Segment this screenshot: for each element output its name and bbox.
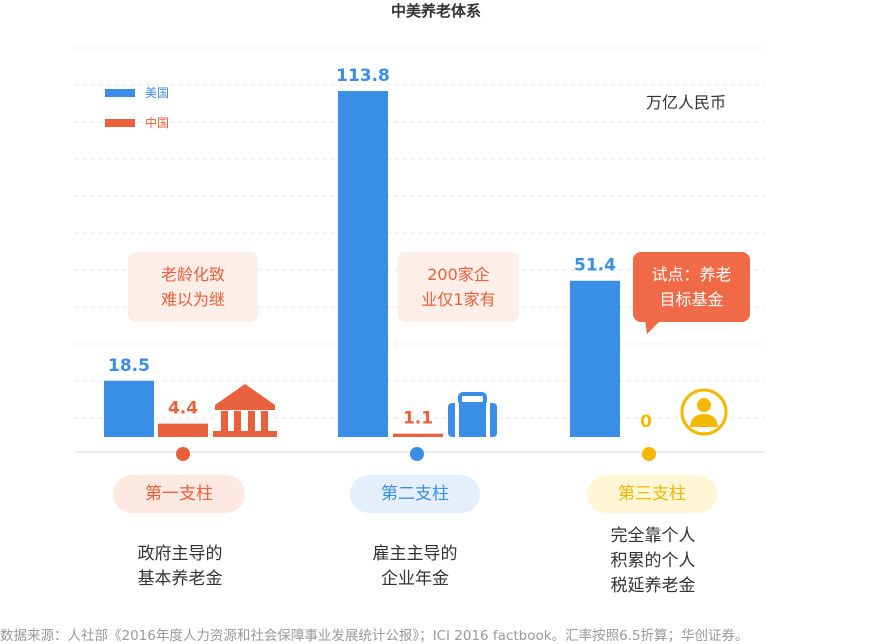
bank-icon-column [248,411,255,431]
chart-title: 中美养老体系 [390,2,481,20]
bank-icon-column [261,411,268,431]
value-label-cn-3: 0 [640,412,652,432]
legend-swatch-cn [105,118,135,127]
callout-pillar3-line2: 目标基金 [659,290,724,309]
pillar-marker-3 [642,447,656,461]
pillar-desc-2: 雇主主导的 企业年金 [335,542,495,592]
callout-pillar3: 试点：养老 目标基金 [633,252,750,322]
value-label-cn-1: 4.4 [168,399,198,419]
legend-label-us: 美国 [145,86,170,100]
pillar-desc-3-line1: 完全靠个人 [610,526,696,546]
briefcase-icon-body [448,403,497,437]
pillar-label-1: 第一支柱 [113,475,245,513]
source-note: 数据来源：人社部《2016年度人力资源和社会保障事业发展统计公报》；ICI 20… [0,628,749,644]
callout-pillar1-line1: 老龄化致 [160,265,225,284]
legend-label-cn: 中国 [145,116,170,130]
legend-item-cn: 中国 [105,114,169,131]
pillar-desc-1: 政府主导的 基本养老金 [100,542,260,592]
unit-label: 万亿人民币 [646,93,727,112]
briefcase-icon-strap [486,403,490,437]
pillar-desc-1-line2: 基本养老金 [137,569,223,589]
pillar-desc-2-line2: 企业年金 [381,569,449,589]
pillar-desc-3: 完全靠个人 积累的个人 税延养老金 [573,524,733,599]
pillar-marker-1 [176,447,190,461]
pillar-desc-2-line1: 雇主主导的 [372,544,458,564]
bar-us-1 [104,380,154,437]
legend-swatch-us [105,88,135,97]
legend-item-us: 美国 [105,84,169,101]
bank-icon-base [213,431,277,437]
pillar-label-3: 第三支柱 [587,475,717,513]
bar-us-2 [338,91,388,437]
callout-pillar2-line2: 业仅1家有 [421,290,496,309]
pillar-desc-3-line2: 积累的个人 [610,551,696,571]
bank-icon-column [221,411,228,431]
value-label-us-1: 18.5 [108,356,150,376]
pillar-desc-3-line3: 税延养老金 [610,576,696,596]
callout-pillar3-line1: 试点：养老 [651,265,732,284]
pillar-label-2: 第二支柱 [350,475,480,513]
value-label-cn-2: 1.1 [403,409,433,429]
briefcase-icon-handle [458,392,487,406]
callout-pillar2-line1: 200家企 [427,265,490,284]
callout-pillar1-line2: 难以为继 [160,290,225,309]
person-icon-body [690,414,718,427]
bar-us-3 [570,280,620,437]
bar-cn-1 [158,423,208,437]
callout-pointer-icon [645,320,661,334]
value-label-us-3: 51.4 [574,256,616,276]
bank-icon-roof [215,384,275,405]
value-label-us-2: 113.8 [336,66,390,86]
briefcase-icon-strap [455,403,459,437]
callout-pillar2: 200家企 业仅1家有 [398,252,519,322]
pillar-desc-1-line1: 政府主导的 [137,544,223,564]
bank-icon-column [234,411,241,431]
callout-pillar1: 老龄化致 难以为继 [128,252,258,322]
pillar-marker-2 [410,447,424,461]
bank-icon-lintel [215,405,275,410]
person-icon-head [697,398,711,412]
bar-cn-2 [393,433,443,437]
